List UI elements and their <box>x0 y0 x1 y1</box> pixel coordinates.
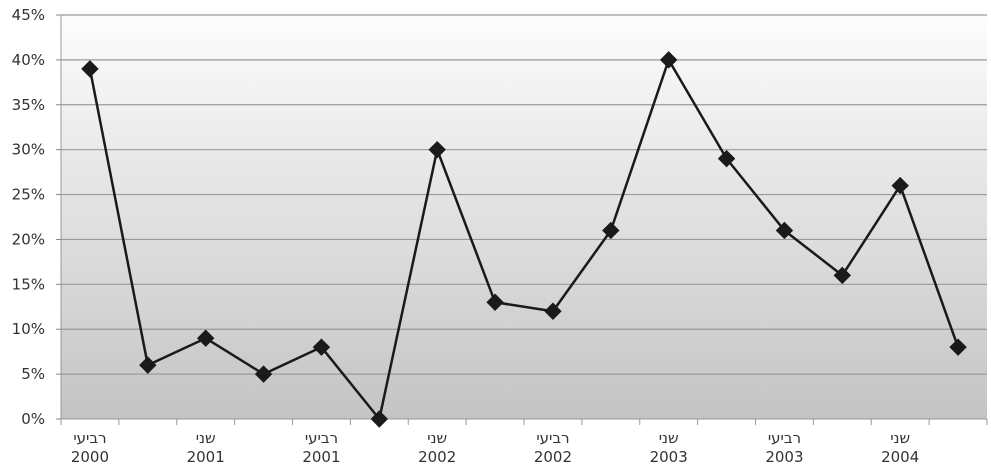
x-tick-label: 2003 <box>650 448 688 466</box>
data-point-marker <box>312 338 331 356</box>
series-line <box>88 58 960 421</box>
plot-area <box>61 15 987 419</box>
x-tick-label: 2002 <box>418 448 456 466</box>
y-tick-label: 35% <box>12 96 45 114</box>
data-point-marker <box>428 140 446 159</box>
y-axis-ticks: 0% 5% 10% 15% 20% 25% 30% 35% 40% 45% <box>12 6 61 428</box>
x-tick-label: שני <box>196 429 216 447</box>
y-tick-label: 15% <box>12 275 45 293</box>
data-point-marker <box>659 51 678 69</box>
data-point-marker <box>717 149 736 168</box>
data-point-marker <box>139 356 157 374</box>
x-tick-label: 2002 <box>534 448 572 466</box>
x-axis-ticks: רביעי2000שני2001רביעי2001שני2002רביעי200… <box>60 419 988 466</box>
x-tick-label: שני <box>659 429 679 447</box>
x-tick-label: רביעי <box>536 429 569 447</box>
x-tick-label: 2000 <box>71 448 109 466</box>
x-tick-label: שני <box>427 429 447 447</box>
x-tick-label: 2001 <box>187 448 225 466</box>
data-point-marker <box>254 365 273 383</box>
data-point-marker <box>544 302 562 320</box>
x-tick-label: רביעי <box>73 429 106 447</box>
data-point-marker <box>891 176 909 195</box>
data-point-marker <box>833 266 852 285</box>
series <box>81 51 967 428</box>
y-tick-label: 0% <box>21 410 45 428</box>
x-tick-label: רביעי <box>305 429 338 447</box>
gridlines <box>61 14 987 375</box>
x-tick-label: רביעי <box>768 429 801 447</box>
y-tick-label: 10% <box>12 320 45 338</box>
data-point-marker <box>196 329 215 347</box>
y-tick-label: 30% <box>12 141 45 159</box>
y-tick-label: 25% <box>12 186 45 204</box>
data-point-marker <box>486 293 504 311</box>
data-point-marker <box>602 221 620 240</box>
y-tick-label: 5% <box>21 365 45 383</box>
data-point-marker <box>370 410 389 428</box>
y-tick-label: 45% <box>12 6 45 24</box>
x-tick-label: 2004 <box>881 448 919 466</box>
x-tick-label: 2003 <box>765 448 803 466</box>
data-point-marker <box>949 338 967 356</box>
x-tick-label: 2001 <box>302 448 340 466</box>
x-tick-label: שני <box>890 429 910 447</box>
data-point-marker <box>775 221 794 240</box>
y-tick-label: 20% <box>12 230 45 248</box>
y-tick-label: 40% <box>12 51 45 69</box>
data-point-marker <box>81 60 99 78</box>
